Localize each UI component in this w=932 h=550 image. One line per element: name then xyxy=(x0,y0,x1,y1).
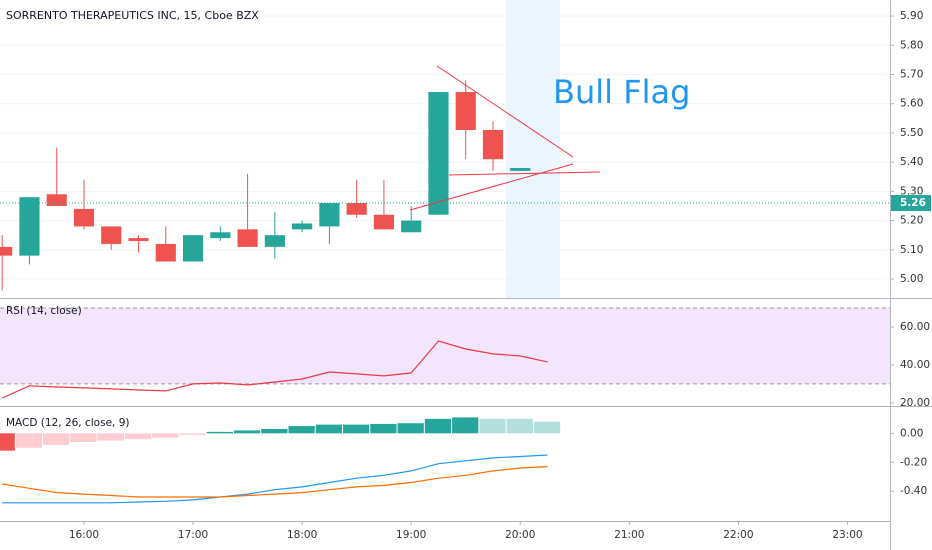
y-tick-label: 5.60 xyxy=(900,98,923,110)
annotation: Bull Flag xyxy=(553,73,690,111)
y-tick-label: 40.00 xyxy=(900,359,930,371)
histogram-bar xyxy=(43,433,70,445)
candle-body xyxy=(155,243,176,262)
panes: 5.00 5.10 5.20 5.30 5.40 5.50 5.60 5.70 5.80 5.90… xyxy=(0,10,931,541)
histogram-bar xyxy=(397,423,424,434)
pane-title: RSI (14, close) xyxy=(6,305,82,317)
histogram-bar xyxy=(233,430,261,434)
candle-body xyxy=(319,203,340,227)
flag-base-line xyxy=(448,171,601,176)
x-tick-label: 23:00 xyxy=(832,529,862,541)
y-tick-label: 5.50 xyxy=(900,127,923,139)
candle-body xyxy=(346,203,367,215)
candle-body xyxy=(128,238,149,242)
x-tick-label: 21:00 xyxy=(614,529,644,541)
chart-title: SORRENTO THERAPEUTICS INC, 15, Cboe BZX xyxy=(6,9,259,22)
histogram-bar xyxy=(343,424,370,434)
candle-body xyxy=(182,235,204,262)
candle-body xyxy=(0,246,13,256)
histogram-bar xyxy=(179,433,206,435)
x-tick-label: 17:00 xyxy=(178,529,208,541)
candle-body xyxy=(101,226,122,244)
y-tick-label: -0.40 xyxy=(900,485,927,497)
histogram-bar xyxy=(315,424,343,434)
candle-body xyxy=(428,92,449,215)
candle-body xyxy=(19,197,40,256)
histogram-bar xyxy=(452,417,479,434)
y-tick-label: 5.20 xyxy=(900,215,923,227)
y-tick-label: 60.00 xyxy=(900,321,930,333)
x-tick-label: 16:00 xyxy=(69,529,99,541)
histogram-bar xyxy=(97,433,124,441)
histogram-bar xyxy=(288,426,315,434)
candle-body xyxy=(46,194,67,206)
histogram-bar xyxy=(206,431,233,434)
highlight-zone xyxy=(506,0,560,298)
y-tick-label: 0.00 xyxy=(900,427,923,439)
y-tick-label: 5.70 xyxy=(900,69,923,81)
last-price-label: 5.26 xyxy=(900,197,926,209)
candle-body xyxy=(455,92,476,131)
y-tick-label: 5.00 xyxy=(900,273,923,285)
flag-lower-line xyxy=(409,163,574,211)
histogram-bar xyxy=(424,418,452,434)
x-tick-label: 19:00 xyxy=(396,529,426,541)
candle-body xyxy=(210,232,231,239)
candle-body xyxy=(482,130,504,160)
candle-body xyxy=(237,229,258,247)
y-tick-label: 5.10 xyxy=(900,244,923,256)
pane-title: MACD (12, 26, close, 9) xyxy=(6,417,129,429)
candle-body xyxy=(401,220,422,233)
indicator-line xyxy=(2,466,548,498)
candle-body xyxy=(510,167,531,171)
candle-body xyxy=(373,214,395,230)
histogram-bar xyxy=(70,433,97,443)
histogram-bar xyxy=(15,433,43,448)
histogram-bar xyxy=(261,428,288,434)
x-tick-label: 18:00 xyxy=(287,529,317,541)
histogram-bar xyxy=(152,433,179,438)
candle-body xyxy=(264,235,285,247)
histogram-bar xyxy=(533,421,561,434)
indicator-line xyxy=(2,454,548,504)
histogram-bar xyxy=(479,418,506,434)
x-tick-label: 22:00 xyxy=(723,529,753,541)
y-tick-label: 20.00 xyxy=(900,397,930,409)
flag-upper-line xyxy=(436,65,574,158)
last-price-box xyxy=(891,195,931,212)
candle-body xyxy=(73,208,95,227)
x-tick-label: 20:00 xyxy=(505,529,535,541)
y-tick-label: -0.20 xyxy=(900,456,927,468)
y-tick-label: 5.80 xyxy=(900,39,923,51)
histogram-bar xyxy=(506,418,533,434)
histogram-bar xyxy=(124,433,152,440)
histogram-bar xyxy=(0,433,15,451)
y-tick-label: 5.40 xyxy=(900,156,923,168)
candle-body xyxy=(292,223,313,230)
indicator-line xyxy=(1,340,548,399)
histogram-bar xyxy=(370,423,397,434)
rsi-band xyxy=(0,307,890,384)
y-tick-label: 5.90 xyxy=(900,10,923,22)
y-tick-label: 5.30 xyxy=(900,185,923,197)
